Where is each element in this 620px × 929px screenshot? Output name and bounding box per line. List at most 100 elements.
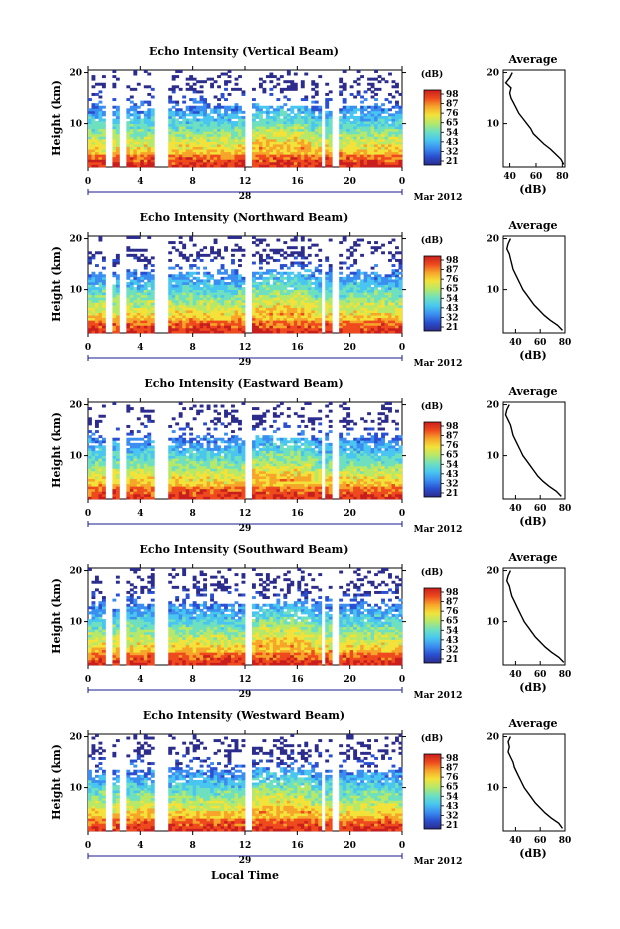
heatmap-cell (388, 279, 392, 283)
heatmap-cell (168, 289, 173, 293)
heatmap-cell (265, 108, 270, 112)
heatmap-cell (140, 302, 145, 306)
heatmap-cell (115, 478, 120, 482)
heatmap-cell (370, 327, 375, 331)
heatmap-cell (203, 159, 208, 163)
heatmap-cell (265, 131, 270, 135)
heatmap-cell (374, 110, 378, 114)
heatmap-cell (129, 302, 134, 306)
heatmap-cell (363, 154, 368, 158)
heatmap-cell (147, 307, 152, 311)
heatmap-cell (234, 131, 239, 135)
heatmap-cell (210, 463, 214, 467)
heatmap-cell (126, 450, 131, 454)
heatmap-cell (314, 159, 319, 163)
heatmap-cell (112, 110, 117, 114)
heatmap-cell (318, 302, 323, 306)
heatmap-cell (126, 315, 131, 319)
heatmap-cell (133, 271, 138, 275)
heatmap-cell (213, 141, 218, 145)
heatmap-cell (363, 144, 368, 147)
heatmap-cell (377, 146, 382, 150)
heatmap-cell (269, 105, 274, 109)
heatmap-cell (88, 258, 92, 262)
heatmap-cell (217, 149, 221, 153)
heatmap-cell (286, 299, 291, 303)
heatmap-cell (94, 123, 99, 127)
heatmap-cell (391, 310, 396, 313)
heatmap-cell (318, 264, 323, 268)
heatmap-cell (339, 156, 344, 160)
heatmap-cell (213, 287, 218, 290)
heatmap-cell (349, 156, 354, 160)
heatmap-cell (363, 312, 368, 316)
heatmap-cell (129, 136, 134, 140)
heatmap-cell (388, 118, 392, 122)
heatmap-cell (276, 327, 281, 331)
heatmap-cell (370, 136, 375, 140)
heatmap-cell (175, 465, 180, 469)
heatmap-cell (290, 261, 295, 265)
heatmap-cell (213, 164, 218, 168)
heatmap-cell (112, 486, 117, 490)
heatmap-cell (339, 279, 344, 283)
heatmap-cell (203, 108, 208, 112)
heatmap-cell (398, 146, 403, 150)
heatmap-cell (227, 75, 232, 79)
heatmap-cell (143, 164, 148, 168)
heatmap-cell (269, 151, 274, 155)
heatmap-cell (147, 442, 152, 446)
heatmap-cell (199, 404, 204, 408)
heatmap-cell (241, 310, 246, 313)
heatmap-cell (342, 284, 347, 288)
heatmap-cell (370, 164, 375, 168)
heatmap-cell (115, 133, 120, 137)
heatmap-cell (182, 156, 187, 160)
heatmap-cell (178, 154, 183, 158)
heatmap-cell (220, 315, 225, 319)
heatmap-cell (251, 144, 256, 147)
heatmap-cell (213, 417, 218, 421)
heatmap-cell (88, 146, 92, 150)
heatmap-cell (269, 322, 274, 326)
heatmap-cell (395, 276, 399, 280)
heatmap-cell (129, 144, 134, 147)
heatmap-cell (367, 149, 371, 153)
heatmap-cell (290, 108, 295, 112)
heatmap-cell (115, 310, 120, 313)
heatmap-cell (178, 442, 183, 446)
heatmap-cell (381, 128, 385, 132)
heatmap-cell (286, 141, 291, 145)
heatmap-cell (251, 289, 256, 293)
heatmap-cell (297, 113, 302, 117)
heatmap-cell (217, 327, 221, 331)
heatmap-cell (185, 258, 190, 262)
heatmap-cell (300, 251, 305, 255)
heatmap-cell (210, 121, 214, 124)
heatmap-cell (203, 325, 208, 329)
heatmap-cell (196, 251, 201, 255)
heatmap-cell (185, 133, 190, 137)
heatmap-cell (136, 121, 141, 124)
heatmap-cell (91, 312, 96, 316)
heatmap-cell (133, 320, 138, 324)
heatmap-cell (395, 103, 399, 107)
heatmap-cell (185, 493, 190, 497)
heatmap-cell (353, 281, 358, 285)
heatmap-cell (258, 289, 263, 293)
heatmap-cell (220, 327, 225, 331)
heatmap-cell (115, 447, 120, 451)
heatmap-cell (192, 322, 197, 326)
heatmap-cell (136, 115, 141, 119)
heatmap-cell (356, 297, 361, 301)
heatmap-cell (307, 279, 312, 283)
heatmap-cell (147, 493, 152, 497)
heatmap-cell (384, 149, 389, 153)
heatmap-cell (231, 253, 235, 257)
heatmap-cell (199, 136, 204, 140)
heatmap-cell (395, 126, 399, 130)
heatmap-cell (112, 445, 117, 449)
heatmap-cell (136, 144, 141, 147)
heatmap-cell (395, 161, 399, 165)
